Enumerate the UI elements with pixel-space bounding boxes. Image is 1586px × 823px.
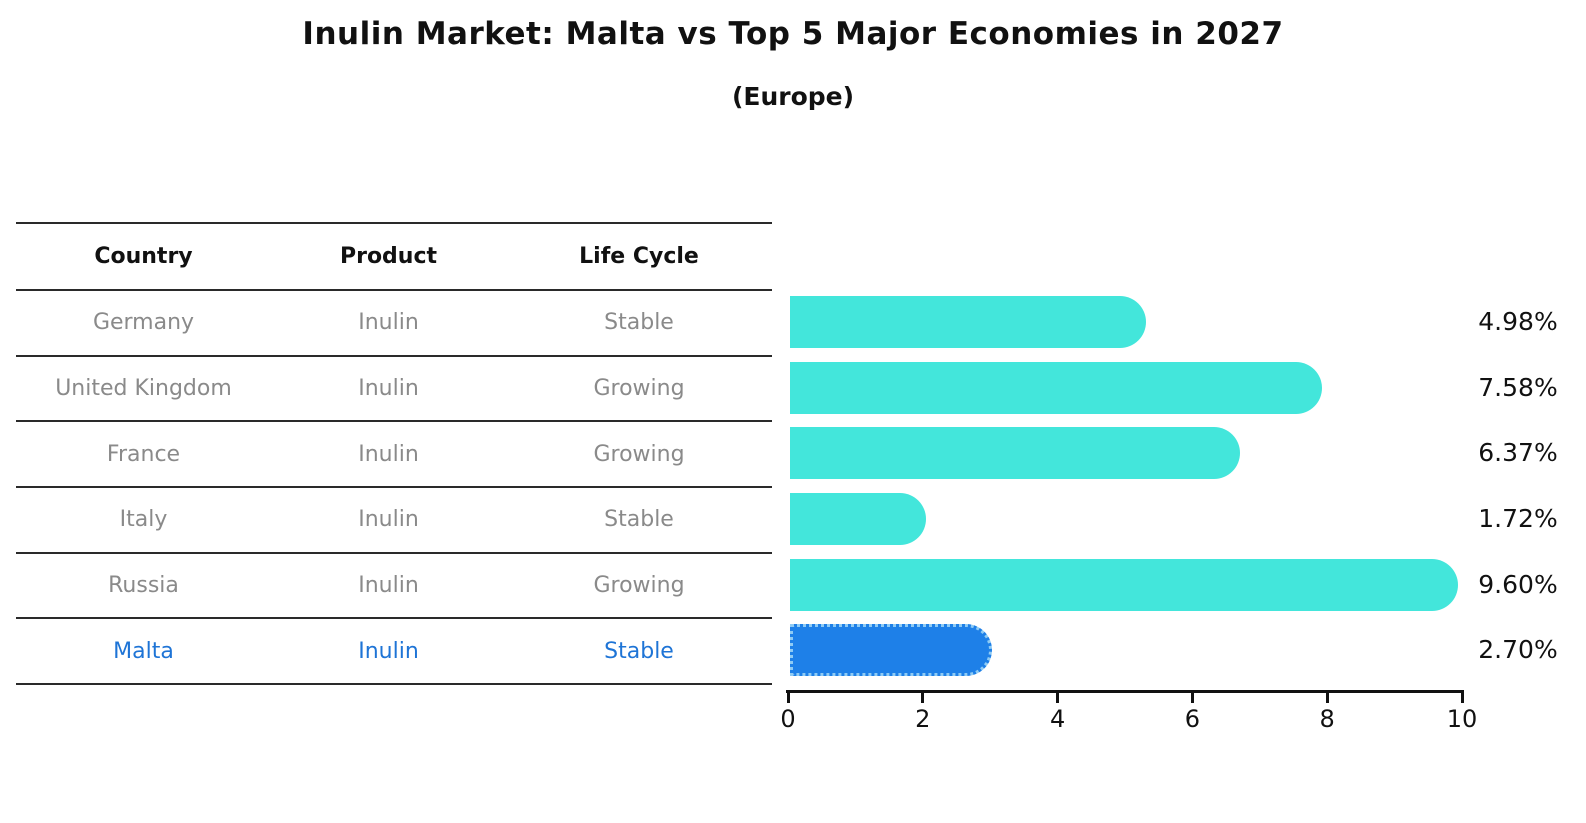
table-header-row-cell: Product: [339, 244, 438, 269]
table-header-row: Country Product Life Cycle: [16, 222, 772, 289]
bar-italy: [790, 492, 927, 545]
table-row-cell: Growing: [593, 376, 685, 402]
table-row-cell: Malta: [113, 638, 174, 664]
table-row-cell: Inulin: [358, 310, 419, 336]
table-row-cell: United Kingdom: [55, 376, 232, 402]
table-bottom-rule: [16, 683, 772, 686]
table-row-cell: Growing: [593, 573, 685, 599]
table-row: Russia Inulin Growing: [16, 551, 772, 618]
x-tick-mark: [1056, 690, 1060, 703]
x-tick-mark: [1460, 690, 1464, 703]
table-row-cell: Inulin: [358, 441, 419, 467]
table-row-cell: Growing: [593, 441, 685, 467]
table-row: United Kingdom Inulin Growing: [16, 354, 772, 421]
x-tick-label: 6: [1184, 705, 1201, 733]
bar-malta: [790, 624, 993, 677]
table-row: France Inulin Growing: [16, 420, 772, 486]
x-tick-label: 2: [915, 705, 931, 733]
table-row-cell: Inulin: [358, 638, 419, 664]
bar-france: [790, 427, 1240, 480]
table-row: Italy Inulin Stable: [16, 486, 772, 552]
value-label: 7.58%: [1478, 372, 1558, 402]
table-row: Malta Inulin Stable: [16, 617, 772, 683]
table-header-row-cell: Life Cycle: [579, 244, 699, 269]
x-axis-line: [786, 690, 1464, 693]
x-tick-mark: [786, 690, 790, 703]
table-row-cell: Inulin: [358, 573, 419, 599]
table-row-cell: France: [106, 441, 181, 467]
table-row-cell: Inulin: [358, 507, 419, 533]
table-row-cell: Stable: [604, 638, 674, 664]
x-tick-mark: [921, 690, 925, 703]
table-row: Germany Inulin Stable: [16, 289, 772, 355]
x-tick-mark: [1325, 690, 1329, 703]
chart-subtitle: (Europe): [731, 82, 855, 111]
table-row-cell: Germany: [92, 310, 195, 336]
table-row-cell: Stable: [604, 507, 674, 533]
x-tick-label: 4: [1049, 705, 1066, 733]
value-label: 1.72%: [1478, 503, 1558, 533]
bar-russia: [790, 558, 1458, 611]
table-row-cell: Italy: [119, 507, 168, 533]
country-info-table: Country Product Life Cycle Germany Inulin Sta…: [16, 222, 772, 686]
table-row-cell: Inulin: [358, 376, 419, 402]
x-tick-label: 10: [1446, 705, 1478, 733]
table-row-cell: Stable: [604, 310, 674, 336]
x-tick-mark: [1190, 690, 1194, 703]
value-label: 9.60%: [1478, 569, 1558, 599]
table-row-cell: Russia: [108, 573, 179, 599]
value-label: 4.98%: [1478, 306, 1558, 336]
bar-germany: [790, 295, 1147, 348]
bar-united-kingdom: [790, 361, 1322, 414]
value-label: 6.37%: [1478, 438, 1558, 468]
x-tick-label: 8: [1319, 705, 1335, 733]
chart-title: Inulin Market: Malta vs Top 5 Major Econ…: [302, 16, 1284, 52]
value-label: 2.70%: [1478, 635, 1558, 665]
x-tick-label: 0: [780, 705, 796, 733]
table-header-row-cell: Country: [94, 244, 193, 269]
